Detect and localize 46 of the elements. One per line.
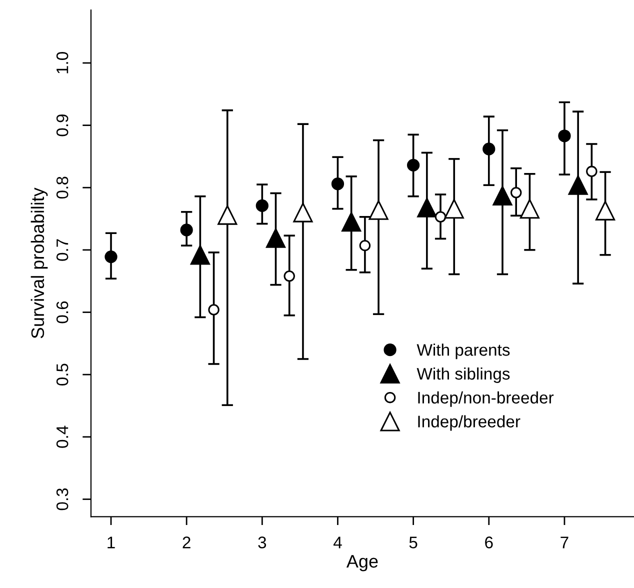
point [444, 199, 464, 219]
point [568, 175, 588, 195]
x-tick-label: 5 [409, 536, 418, 548]
y-tick-label: 0.4 [56, 426, 68, 448]
point [342, 212, 362, 232]
point [482, 142, 496, 156]
legend-label: With parents [416, 344, 510, 360]
y-tick-label: 0.9 [56, 114, 68, 136]
point [595, 200, 616, 220]
y-tick-label: 0.6 [56, 301, 68, 324]
point [492, 186, 512, 206]
legend-label: With siblings [416, 367, 510, 383]
point [266, 228, 286, 248]
point [586, 166, 598, 178]
x-tick-label: 1 [108, 536, 115, 548]
point [359, 240, 371, 252]
point [190, 245, 210, 265]
y-tick-label: 0.7 [56, 239, 68, 261]
y-tick-label: 1.0 [56, 52, 68, 74]
point [558, 130, 571, 142]
legend-label: Indep/non-breeder [418, 391, 554, 407]
point [208, 304, 220, 316]
point [368, 200, 388, 220]
legend-label: Indep/breeder [418, 415, 520, 431]
x-tick-label: 4 [333, 536, 342, 548]
x-tick-label: 3 [258, 536, 266, 548]
x-tick-label: 7 [560, 536, 568, 548]
y-tick-label: 0.5 [56, 364, 68, 386]
point [104, 250, 118, 264]
point [520, 199, 540, 219]
point [218, 205, 238, 225]
point [180, 224, 193, 236]
x-tick-label: 2 [182, 536, 190, 548]
point [417, 198, 437, 218]
point [284, 270, 295, 282]
x-tick-label: 6 [485, 536, 493, 548]
point [256, 199, 268, 212]
x-axis-title: Age [346, 555, 378, 572]
y-tick-label: 0.8 [56, 176, 68, 199]
point [434, 211, 446, 223]
y-axis-title: Survival probability [30, 188, 48, 338]
point [293, 202, 313, 222]
point [331, 178, 344, 190]
y-tick-label: 0.3 [56, 488, 68, 510]
point [406, 158, 420, 172]
point [510, 186, 522, 198]
